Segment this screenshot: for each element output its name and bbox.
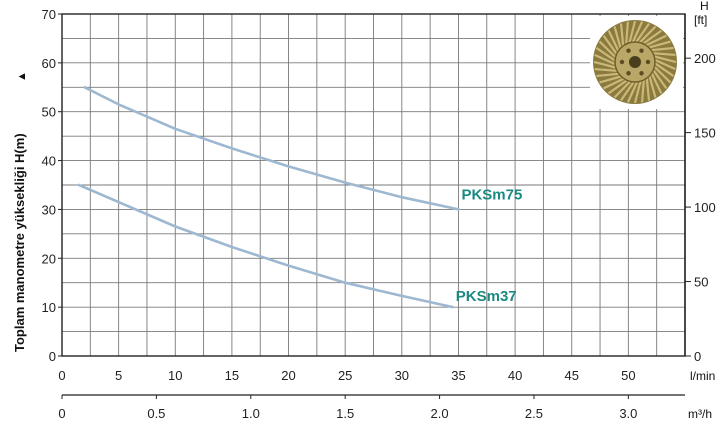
x-tick-label: 5 — [115, 368, 122, 383]
y-axis-title: Toplam manometre yüksekliği H(m) — [12, 133, 27, 352]
secondary-x-tick-label: 0 — [58, 406, 65, 421]
secondary-x-tick-label: 1.5 — [336, 406, 354, 421]
y-tick-label: 40 — [42, 154, 56, 169]
secondary-y-unit: [ft] — [694, 13, 707, 27]
secondary-x-unit: m³/h — [688, 407, 712, 421]
series-line-pksm37 — [77, 183, 455, 309]
y-tick-label: 10 — [42, 300, 56, 315]
x-tick-label: 25 — [338, 368, 352, 383]
secondary-y-label: H — [700, 0, 709, 13]
y-tick-label: 50 — [42, 105, 56, 120]
y-axis-arrow: ▲ — [16, 71, 28, 82]
impeller-photo — [590, 16, 683, 109]
x-tick-label: 15 — [225, 368, 239, 383]
x-tick-label: 10 — [168, 368, 182, 383]
x-tick-label: 0 — [58, 368, 65, 383]
x-tick-label: 45 — [564, 368, 578, 383]
series-line-pksm75 — [83, 86, 460, 211]
x-axis-unit: l/min — [690, 369, 715, 383]
secondary-x-tick-label: 2.0 — [431, 406, 449, 421]
y-tick-label: 70 — [42, 7, 56, 22]
secondary-x-tick-label: 3.0 — [619, 406, 637, 421]
x-tick-label: 50 — [621, 368, 635, 383]
x-tick-label: 20 — [281, 368, 295, 383]
tick-labels: 0 10 20 30 40 50 60 70 0 5 10 15 20 25 30 35 40 45 50 0 50 10… — [42, 7, 716, 421]
x-tick-label: 35 — [451, 368, 465, 383]
secondary-y-tick-label: 0 — [694, 349, 701, 364]
y-tick-label: 30 — [42, 202, 56, 217]
secondary-y-tick-label: 150 — [694, 126, 716, 141]
x-tick-label: 30 — [395, 368, 409, 383]
secondary-y-tick-label: 50 — [694, 275, 708, 290]
secondary-y-tick-label: 200 — [694, 51, 716, 66]
secondary-y-tick-label: 100 — [694, 200, 716, 215]
secondary-x-tick-label: 0.5 — [147, 406, 165, 421]
secondary-x-tick-label: 1.0 — [242, 406, 260, 421]
x-tick-label: 40 — [508, 368, 522, 383]
y-tick-label: 20 — [42, 251, 56, 266]
secondary-x-tick-label: 2.5 — [525, 406, 543, 421]
y-tick-label: 60 — [42, 56, 56, 71]
y-tick-label: 0 — [49, 349, 56, 364]
curves: PKSm75 PKSm37 — [77, 86, 522, 309]
series-label: PKSm75 — [461, 186, 522, 203]
series-label: PKSm37 — [456, 288, 517, 305]
axes — [61, 13, 686, 396]
